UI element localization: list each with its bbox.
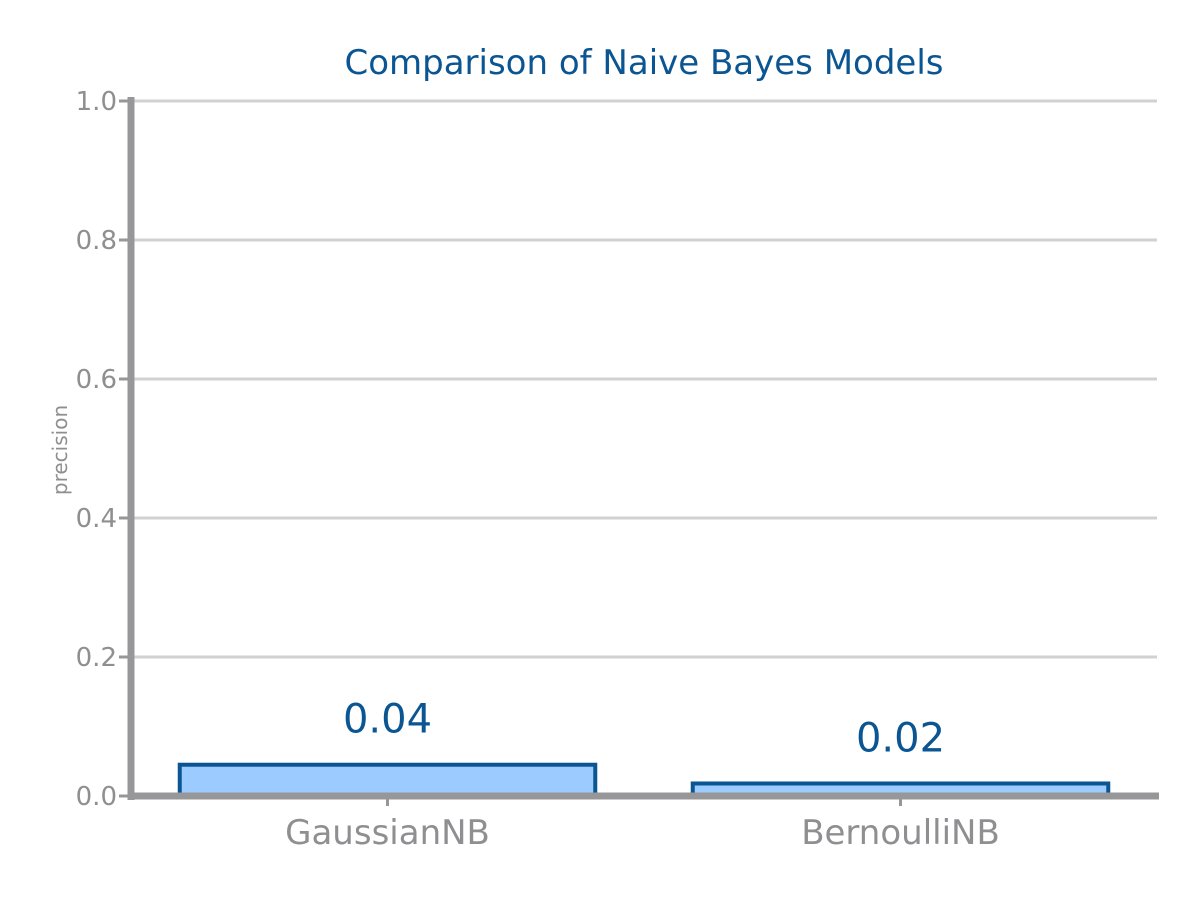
x-tick-label: GaussianNB [285, 813, 490, 853]
y-tick-label: 0.8 [76, 226, 117, 256]
y-tick-label: 0.4 [76, 504, 117, 534]
data-label: 0.04 [343, 697, 432, 743]
y-tick-label: 0.2 [76, 643, 117, 673]
y-tick-label: 0.6 [76, 365, 117, 395]
grid-lines [131, 99, 1157, 659]
y-tick-label: 1.0 [76, 87, 117, 117]
bar-gaussiannb [177, 762, 598, 798]
bars [177, 762, 1111, 798]
y-tick-label: 0.0 [76, 782, 117, 812]
y-axis-label: precision [48, 405, 72, 495]
labels: 0.0 0.2 0.4 0.6 0.8 1.0 0.04 GaussianNB 0.02 Bern… [76, 87, 1000, 853]
data-label: 0.02 [856, 715, 945, 761]
axes [119, 97, 1159, 806]
chart-title: Comparison of Naive Bayes Models [344, 43, 943, 83]
x-tick-label: BernoulliNB [801, 813, 1000, 853]
